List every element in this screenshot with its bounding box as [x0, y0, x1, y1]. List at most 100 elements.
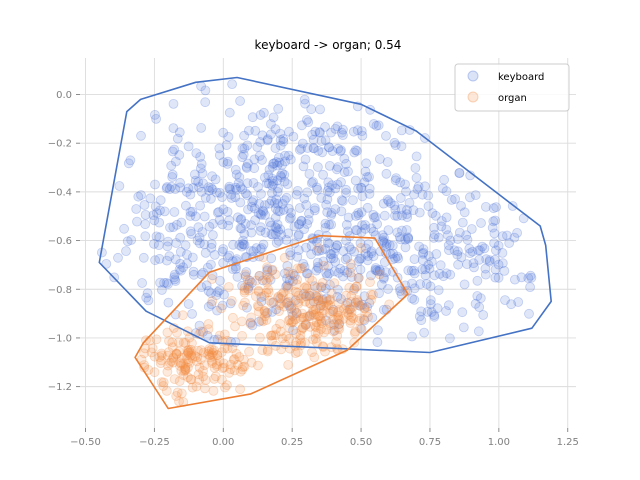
point-organ: [230, 321, 240, 332]
point-keyboard: [341, 158, 352, 169]
point-organ: [253, 285, 264, 296]
point-keyboard: [257, 205, 268, 216]
point-keyboard: [273, 206, 283, 216]
point-organ: [353, 273, 364, 284]
point-organ: [332, 330, 343, 341]
point-keyboard: [339, 167, 350, 178]
point-keyboard: [357, 220, 368, 231]
point-organ: [226, 295, 237, 306]
point-organ: [268, 330, 279, 341]
point-organ: [312, 292, 323, 303]
point-keyboard: [437, 183, 448, 194]
point-keyboard: [272, 160, 283, 171]
point-keyboard: [327, 146, 338, 157]
point-organ: [217, 363, 228, 374]
point-keyboard: [339, 265, 350, 276]
point-organ: [332, 307, 343, 318]
point-keyboard: [315, 300, 326, 311]
point-keyboard: [285, 247, 296, 258]
point-organ: [334, 314, 345, 325]
point-keyboard: [201, 280, 212, 291]
point-keyboard: [182, 249, 192, 260]
point-keyboard: [400, 179, 410, 190]
point-keyboard: [185, 226, 196, 237]
point-keyboard: [205, 259, 216, 270]
point-keyboard: [238, 235, 248, 246]
point-keyboard: [149, 110, 160, 120]
point-organ: [211, 361, 222, 372]
point-keyboard: [154, 217, 165, 228]
point-organ: [228, 354, 239, 365]
point-keyboard: [489, 228, 500, 239]
point-keyboard: [480, 269, 491, 280]
point-keyboard: [490, 254, 501, 265]
y-tick-label: −0.8: [48, 285, 72, 296]
point-keyboard: [196, 269, 207, 280]
point-organ: [287, 316, 298, 327]
point-organ: [343, 304, 353, 315]
point-organ: [154, 352, 165, 363]
point-keyboard: [409, 265, 419, 276]
point-keyboard: [232, 212, 243, 223]
point-keyboard: [321, 268, 332, 279]
point-keyboard: [243, 204, 253, 215]
point-organ: [193, 369, 204, 380]
point-keyboard: [268, 297, 279, 308]
point-keyboard: [368, 209, 379, 220]
point-keyboard: [265, 217, 275, 228]
point-keyboard: [324, 187, 335, 198]
point-keyboard: [357, 130, 368, 141]
point-keyboard: [346, 262, 357, 273]
point-organ: [273, 291, 284, 302]
point-keyboard: [271, 223, 282, 234]
point-organ: [304, 311, 315, 322]
point-keyboard: [308, 296, 319, 307]
point-keyboard: [260, 227, 271, 238]
point-organ: [156, 350, 167, 361]
point-keyboard: [267, 306, 278, 317]
point-organ: [186, 344, 196, 355]
point-keyboard: [150, 201, 161, 212]
point-keyboard: [394, 232, 405, 242]
point-keyboard: [407, 278, 417, 289]
point-keyboard: [344, 241, 355, 252]
point-keyboard: [258, 107, 269, 118]
point-organ: [211, 359, 222, 370]
point-keyboard: [145, 193, 156, 204]
point-keyboard: [441, 268, 452, 279]
point-organ: [341, 290, 351, 301]
point-keyboard: [400, 234, 411, 245]
point-keyboard: [389, 137, 400, 148]
point-organ: [275, 326, 286, 337]
point-organ: [353, 297, 364, 308]
point-organ: [345, 315, 356, 326]
point-organ: [327, 306, 338, 317]
point-keyboard: [214, 143, 225, 154]
point-keyboard: [318, 169, 329, 180]
point-keyboard: [271, 304, 282, 315]
point-keyboard: [149, 215, 160, 226]
point-organ: [171, 348, 182, 359]
point-organ: [240, 269, 251, 280]
point-keyboard: [368, 119, 379, 129]
point-keyboard: [194, 320, 205, 331]
point-organ: [246, 357, 257, 368]
point-organ: [260, 311, 270, 322]
point-organ: [180, 363, 191, 374]
point-keyboard: [454, 168, 465, 179]
point-keyboard: [275, 135, 286, 145]
point-keyboard: [166, 181, 177, 192]
point-keyboard: [276, 229, 287, 240]
point-organ: [295, 330, 306, 341]
point-organ: [263, 284, 274, 295]
point-keyboard: [230, 192, 241, 203]
point-keyboard: [174, 127, 185, 138]
point-keyboard: [493, 240, 504, 251]
point-keyboard: [150, 255, 161, 266]
point-keyboard: [352, 125, 363, 136]
point-keyboard: [279, 195, 290, 206]
point-organ: [219, 329, 230, 340]
point-organ: [310, 290, 321, 301]
point-keyboard: [293, 219, 304, 230]
point-keyboard: [378, 273, 389, 284]
